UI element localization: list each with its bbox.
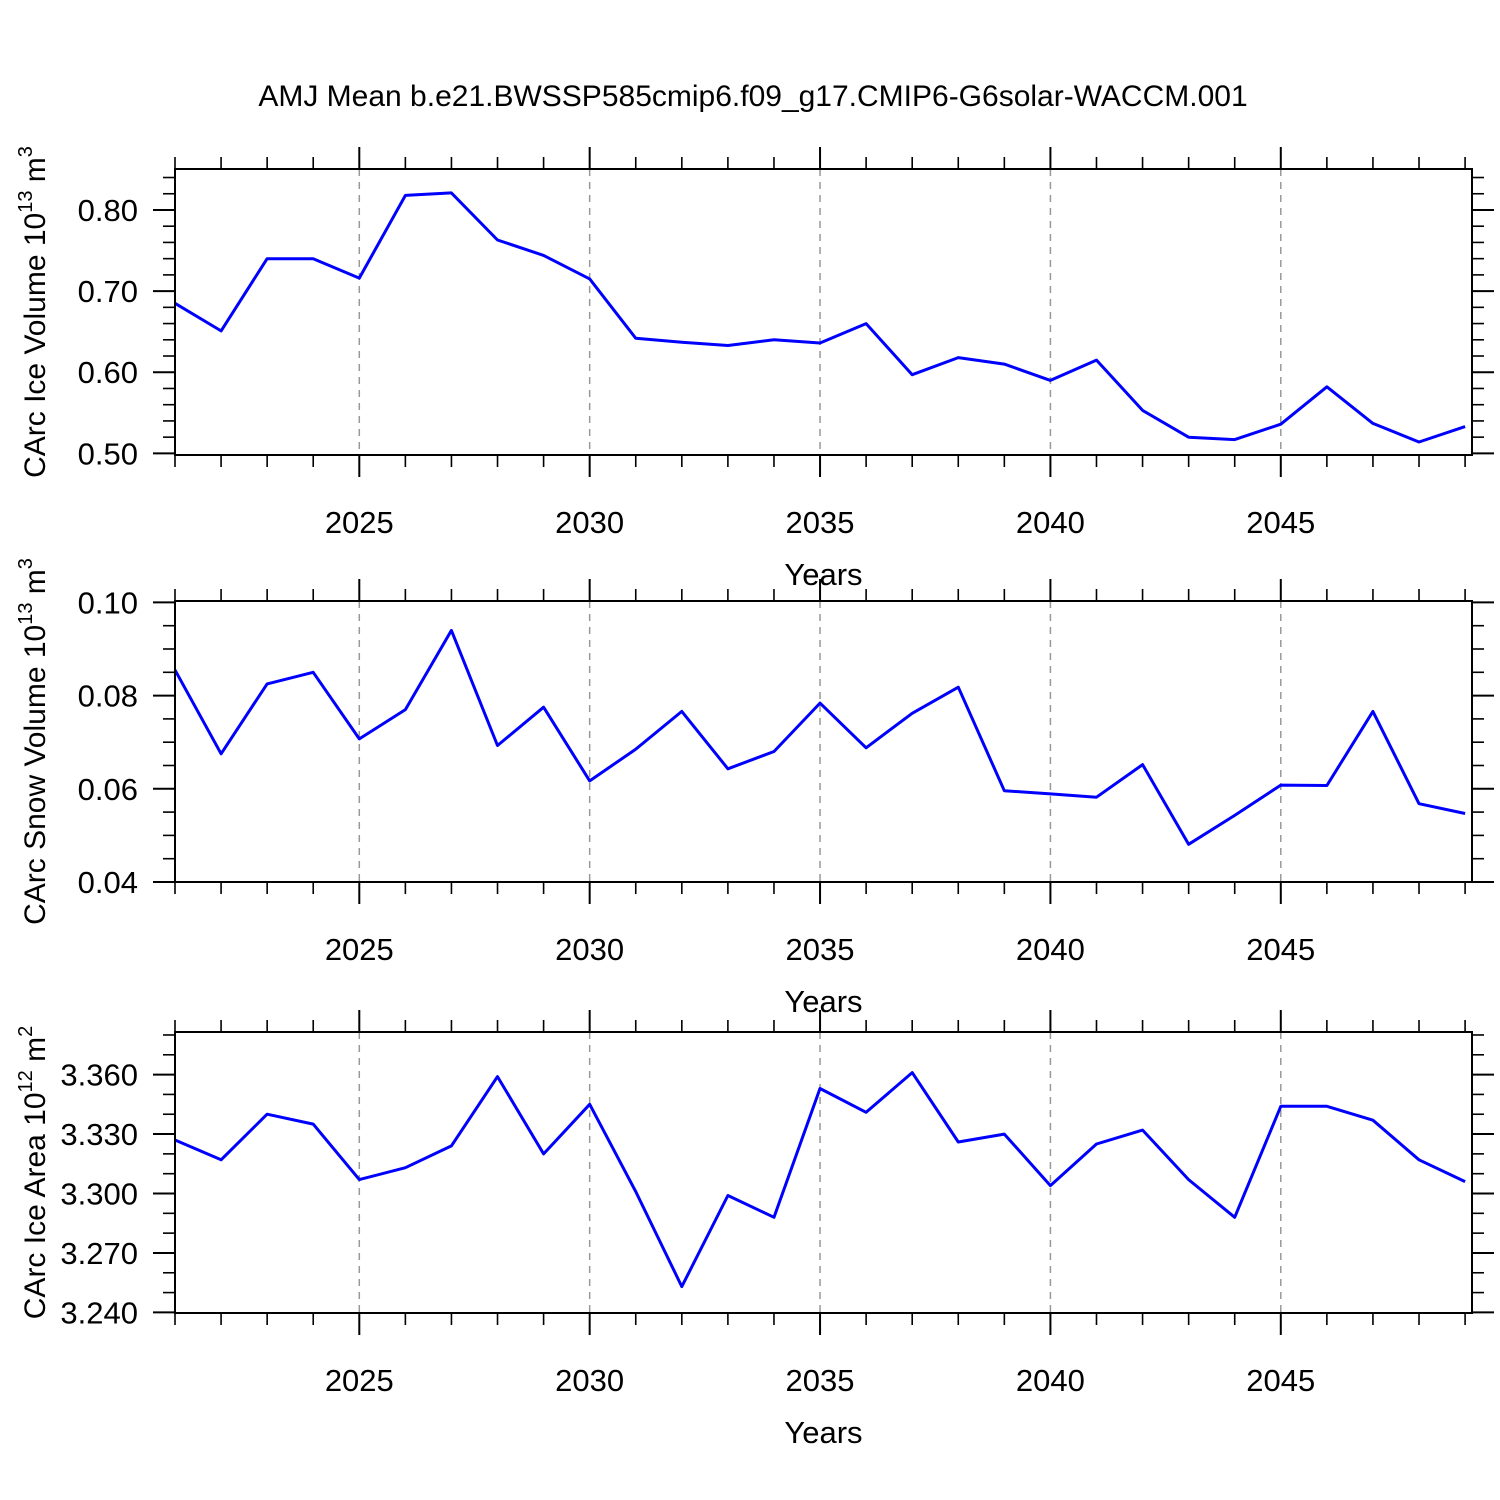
x-tick-label: 2040 — [1016, 505, 1085, 540]
x-tick-label: 2035 — [786, 505, 855, 540]
y-axis-label: CArc Ice Volume 1013 m3 — [15, 146, 52, 478]
plot-frame — [174, 168, 1473, 456]
ticks — [153, 147, 1494, 477]
x-tick-label: 2035 — [786, 1363, 855, 1398]
x-axis-label: Years — [784, 984, 862, 1019]
x-tick-label: 2025 — [325, 1363, 394, 1398]
x-axis-label: Years — [784, 557, 862, 592]
panel-snow-volume: 0.04 0.06 0.08 0.10 2025 2030 2035 2040 2045 Year… — [15, 558, 1494, 1019]
y-tick-label: 0.10 — [78, 585, 138, 620]
plot-frame — [174, 1031, 1473, 1314]
ticks — [153, 579, 1494, 904]
y-tick-label: 0.06 — [78, 772, 138, 807]
x-tick-label: 2040 — [1016, 1363, 1085, 1398]
y-tick-label: 0.50 — [78, 436, 138, 471]
chart-title: AMJ Mean b.e21.BWSSP585cmip6.f09_g17.CMI… — [258, 80, 1248, 113]
x-tick-label: 2030 — [555, 1363, 624, 1398]
y-tick-label: 0.08 — [78, 679, 138, 714]
x-tick-label: 2025 — [325, 505, 394, 540]
y-tick-label: 3.300 — [60, 1177, 138, 1212]
x-tick-label: 2040 — [1016, 932, 1085, 967]
y-tick-label: 3.330 — [60, 1117, 138, 1152]
x-axis-label: Years — [784, 1415, 862, 1450]
x-tick-label: 2045 — [1246, 505, 1315, 540]
snow-volume-series-line — [174, 628, 1466, 846]
y-tick-label: 0.80 — [78, 193, 138, 228]
y-axis-label: CArc Snow Volume 1013 m3 — [15, 558, 52, 925]
y-tick-label: 3.240 — [60, 1295, 138, 1330]
panel-ice-area: 3.240 3.270 3.300 3.330 3.360 2025 2030 2035 204… — [15, 1010, 1494, 1450]
x-tick-label: 2030 — [555, 505, 624, 540]
ice-volume-series-line — [174, 191, 1466, 444]
ice-area-series-line — [174, 1071, 1466, 1289]
x-tick-label: 2030 — [555, 932, 624, 967]
y-tick-label: 0.04 — [78, 865, 138, 900]
y-axis-label: CArc Ice Area 1012 m2 — [15, 1026, 52, 1319]
panel-ice-volume: 0.50 0.60 0.70 0.80 2025 2030 2035 2040 2045 Year… — [15, 146, 1494, 592]
y-tick-label: 0.60 — [78, 355, 138, 390]
y-tick-label: 0.70 — [78, 274, 138, 309]
ticks — [153, 1010, 1494, 1335]
y-tick-label: 3.360 — [60, 1058, 138, 1093]
x-tick-label: 2035 — [786, 932, 855, 967]
x-tick-label: 2045 — [1246, 1363, 1315, 1398]
x-tick-label: 2045 — [1246, 932, 1315, 967]
y-tick-label: 3.270 — [60, 1236, 138, 1271]
plot-frame — [174, 600, 1473, 883]
x-tick-label: 2025 — [325, 932, 394, 967]
